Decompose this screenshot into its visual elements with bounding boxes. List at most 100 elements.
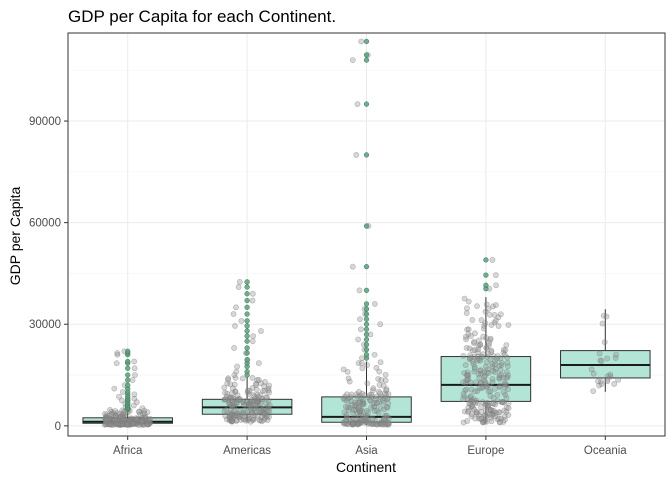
- outlier-point: [363, 101, 370, 107]
- data-point: [471, 364, 478, 370]
- data-point: [240, 410, 247, 416]
- data-point: [239, 375, 246, 382]
- data-point: [257, 400, 264, 407]
- data-point: [495, 415, 502, 422]
- data-point: [225, 376, 231, 383]
- data-point: [460, 391, 467, 398]
- data-point: [221, 408, 228, 415]
- data-point: [124, 421, 131, 428]
- data-point: [226, 400, 233, 407]
- data-point: [505, 405, 512, 411]
- data-point: [345, 375, 352, 382]
- outlier-point: [244, 333, 250, 339]
- data-point: [371, 408, 378, 414]
- data-point: [463, 336, 469, 343]
- data-point: [139, 418, 145, 425]
- outlier-point: [244, 323, 250, 329]
- data-point: [491, 311, 498, 318]
- data-point: [607, 371, 614, 378]
- outlier-point: [244, 318, 250, 324]
- data-point: [483, 345, 490, 351]
- data-point: [264, 394, 270, 401]
- data-point: [604, 355, 611, 362]
- outlier-point: [363, 326, 370, 332]
- data-point: [144, 421, 151, 428]
- data-point: [505, 412, 512, 418]
- data-point: [250, 392, 257, 398]
- data-point: [486, 311, 493, 318]
- data-point: [358, 38, 365, 45]
- data-point: [344, 414, 350, 421]
- data-point: [373, 400, 380, 406]
- data-point: [472, 330, 478, 337]
- data-point: [341, 409, 348, 416]
- outlier-point: [244, 304, 250, 310]
- data-point: [229, 390, 236, 397]
- data-point: [356, 287, 363, 294]
- data-point: [471, 365, 478, 372]
- data-point: [376, 368, 383, 375]
- y-axis-title: GDP per Capita: [7, 187, 23, 286]
- data-point: [249, 290, 256, 297]
- outlier-point: [125, 358, 131, 365]
- data-point: [467, 379, 474, 386]
- data-point: [131, 391, 138, 398]
- data-point: [473, 379, 480, 386]
- data-point: [465, 298, 472, 305]
- x-tick-label: Africa: [113, 445, 143, 457]
- data-point: [466, 356, 473, 363]
- data-point: [489, 363, 496, 370]
- data-point: [471, 338, 478, 345]
- outlier-point: [363, 336, 370, 343]
- data-point: [383, 404, 390, 410]
- data-point: [505, 322, 512, 328]
- outlier-point: [125, 372, 131, 378]
- data-point: [257, 417, 264, 424]
- data-point: [262, 387, 268, 394]
- data-point: [503, 395, 510, 401]
- data-point: [129, 421, 136, 427]
- data-point: [249, 374, 256, 381]
- data-point: [382, 377, 389, 384]
- data-point: [483, 335, 490, 341]
- outlier-point: [363, 287, 370, 294]
- data-point: [482, 308, 489, 315]
- data-point: [375, 376, 382, 382]
- data-point: [113, 360, 120, 367]
- data-point: [142, 413, 149, 420]
- data-point: [488, 349, 494, 355]
- y-tick-label: 90000: [29, 116, 61, 128]
- outlier-point: [363, 331, 370, 338]
- data-point: [355, 360, 362, 366]
- data-point: [266, 408, 273, 414]
- data-point: [386, 420, 392, 427]
- outlier-point: [244, 311, 250, 317]
- data-point: [349, 402, 355, 408]
- data-point: [504, 359, 511, 366]
- data-point: [242, 398, 249, 404]
- data-point: [255, 377, 262, 383]
- data-point: [357, 316, 363, 323]
- data-point: [236, 279, 243, 285]
- outlier-point: [125, 365, 131, 371]
- chart-title: GDP per Capita for each Continent.: [68, 7, 336, 26]
- data-point: [266, 382, 272, 389]
- data-point: [382, 371, 389, 378]
- data-point: [478, 404, 484, 411]
- data-point: [492, 272, 499, 279]
- data-point: [356, 389, 362, 395]
- data-point: [611, 381, 618, 387]
- data-point: [381, 390, 388, 397]
- data-point: [369, 393, 375, 400]
- data-point: [471, 353, 478, 360]
- data-point: [483, 407, 489, 414]
- data-point: [476, 385, 483, 391]
- data-point: [472, 399, 479, 406]
- data-point: [342, 420, 348, 427]
- data-point: [500, 374, 506, 381]
- data-point: [488, 322, 495, 328]
- data-point: [501, 407, 508, 414]
- outlier-point: [363, 152, 370, 158]
- data-point: [253, 402, 260, 409]
- data-point: [476, 356, 483, 363]
